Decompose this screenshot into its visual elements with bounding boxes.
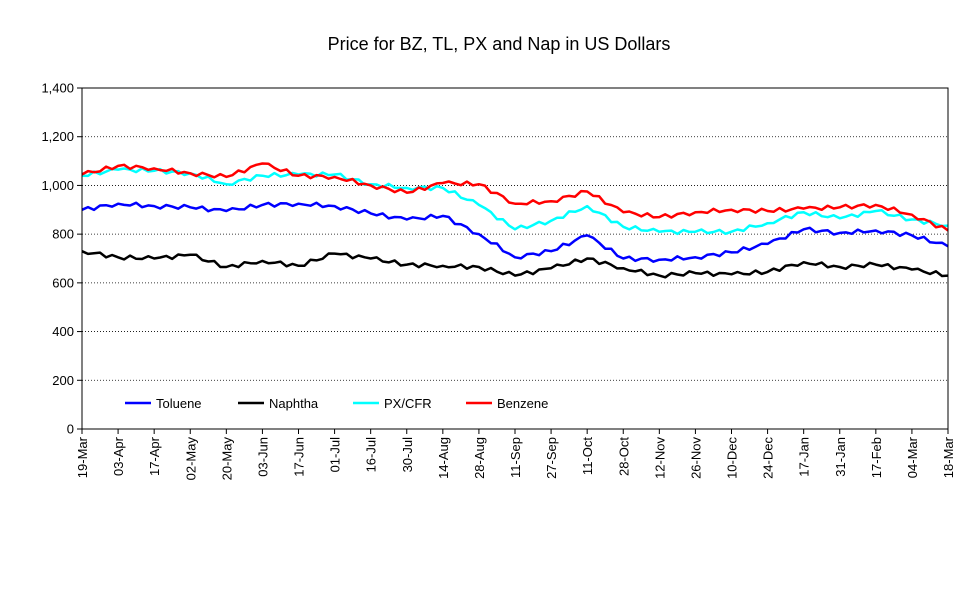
y-tick-label: 400	[52, 324, 74, 339]
x-tick-label: 04-Mar	[905, 436, 920, 478]
x-tick-label: 20-May	[219, 437, 234, 481]
legend-label: Naphtha	[269, 396, 319, 411]
legend-label: Benzene	[497, 396, 548, 411]
y-tick-label: 1,000	[41, 178, 74, 193]
x-tick-label: 17-Apr	[147, 436, 162, 476]
x-tick-label: 03-Apr	[111, 436, 126, 476]
y-tick-label: 1,400	[41, 81, 74, 96]
legend-label: PX/CFR	[384, 396, 432, 411]
y-tick-label: 1,200	[41, 129, 74, 144]
x-tick-label: 19-Mar	[75, 436, 90, 478]
series-layer	[81, 162, 949, 279]
series-line-toluene	[81, 201, 949, 263]
x-tick-label: 10-Dec	[725, 437, 740, 479]
y-tick-label: 0	[67, 422, 74, 437]
series-line-px-cfr	[81, 167, 949, 236]
series-line-naphtha	[81, 250, 949, 279]
grid	[82, 136, 948, 381]
x-axis: 19-Mar 03-Apr 17-Apr 02-May 20-May 03-Jun 17-J…	[75, 429, 956, 480]
x-tick-label: 11-Sep	[508, 437, 523, 478]
x-tick-label: 31-Jan	[833, 437, 848, 477]
legend-label: Toluene	[156, 396, 202, 411]
x-tick-label: 18-Mar	[941, 436, 956, 478]
x-tick-label: 28-Oct	[616, 437, 631, 476]
y-axis: 0 200 400 600 800 1,000 1,200 1,400	[41, 81, 82, 437]
x-tick-label: 03-Jun	[255, 437, 270, 477]
x-tick-label: 30-Jul	[400, 437, 415, 473]
x-tick-label: 01-Jul	[328, 437, 343, 473]
x-tick-label: 17-Jan	[797, 437, 812, 477]
chart-title: Price for BZ, TL, PX and Nap in US Dolla…	[328, 34, 671, 54]
x-tick-label: 16-Jul	[364, 437, 379, 473]
x-tick-label: 14-Aug	[436, 437, 451, 479]
y-tick-label: 800	[52, 227, 74, 242]
x-tick-label: 02-May	[183, 437, 198, 481]
x-tick-label: 17-Feb	[869, 437, 884, 478]
x-tick-label: 12-Nov	[652, 437, 667, 479]
x-tick-label: 26-Nov	[688, 437, 703, 479]
x-tick-label: 17-Jun	[292, 437, 307, 477]
x-tick-label: 24-Dec	[761, 437, 776, 479]
x-tick-label: 28-Aug	[472, 437, 487, 479]
x-tick-label: 11-Oct	[580, 437, 595, 475]
legend: Toluene Naphtha PX/CFR Benzene	[125, 396, 548, 411]
x-tick-label: 27-Sep	[544, 437, 559, 479]
y-tick-label: 600	[52, 275, 74, 290]
series-line-benzene	[81, 162, 949, 232]
y-tick-label: 200	[52, 373, 74, 388]
